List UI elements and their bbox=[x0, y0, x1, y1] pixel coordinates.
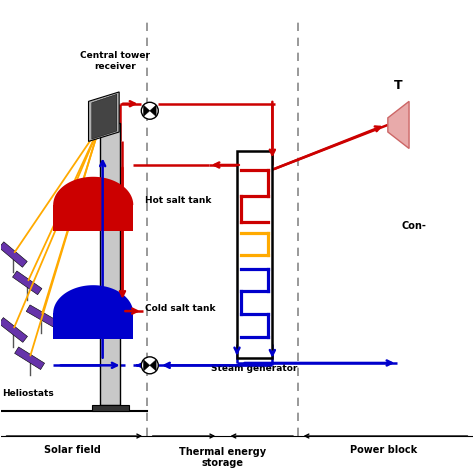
Polygon shape bbox=[89, 92, 119, 141]
Text: Heliostats: Heliostats bbox=[2, 389, 54, 398]
Polygon shape bbox=[388, 101, 409, 148]
Polygon shape bbox=[53, 177, 133, 205]
Text: Steam generator: Steam generator bbox=[211, 364, 298, 373]
Text: Hot salt tank: Hot salt tank bbox=[145, 196, 211, 205]
Polygon shape bbox=[150, 105, 156, 117]
Polygon shape bbox=[15, 347, 45, 370]
Polygon shape bbox=[150, 360, 156, 371]
Bar bbox=[53, 205, 133, 231]
Circle shape bbox=[141, 102, 158, 119]
Text: Thermal energy
storage: Thermal energy storage bbox=[179, 447, 266, 468]
Text: Cold salt tank: Cold salt tank bbox=[145, 304, 216, 313]
Text: Central tower
receiver: Central tower receiver bbox=[80, 51, 150, 71]
Text: Con-: Con- bbox=[402, 221, 427, 231]
Text: Solar field: Solar field bbox=[44, 446, 100, 456]
Polygon shape bbox=[12, 271, 42, 295]
Text: T: T bbox=[394, 79, 402, 92]
Text: Power block: Power block bbox=[349, 446, 417, 456]
Polygon shape bbox=[53, 285, 133, 313]
Polygon shape bbox=[0, 318, 27, 342]
Bar bbox=[92, 405, 128, 411]
Polygon shape bbox=[26, 305, 56, 327]
Polygon shape bbox=[0, 242, 27, 267]
Bar bbox=[237, 151, 273, 358]
Polygon shape bbox=[92, 94, 117, 139]
Polygon shape bbox=[144, 105, 150, 117]
Circle shape bbox=[141, 357, 158, 374]
Bar bbox=[100, 123, 120, 405]
Polygon shape bbox=[144, 360, 150, 371]
Bar bbox=[53, 313, 133, 339]
